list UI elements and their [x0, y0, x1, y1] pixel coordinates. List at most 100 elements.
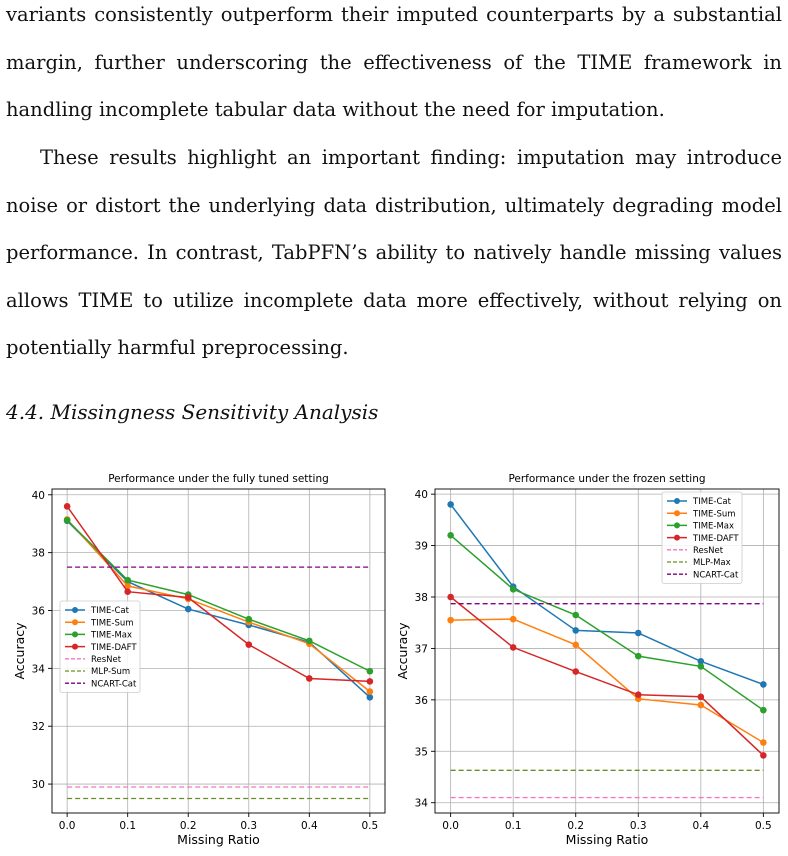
legend-label: TIME-Sum	[692, 509, 736, 519]
data-point-time-sum	[760, 739, 767, 746]
legend-label: ResNet	[693, 546, 724, 556]
data-point-time-daft	[124, 588, 131, 595]
series-line-time-sum	[450, 618, 764, 744]
legend-label: NCART-Cat	[91, 679, 137, 689]
series-line-time-max	[450, 534, 764, 711]
y-tick-label: 36	[415, 695, 429, 707]
data-point-time-sum	[572, 641, 580, 649]
data-point-time-sum	[697, 701, 705, 709]
x-tick-label: 0.0	[442, 820, 459, 832]
paragraph-findings: These results highlight an important fin…	[6, 146, 782, 359]
y-tick-label: 39	[415, 541, 428, 553]
data-point-time-sum	[124, 582, 131, 590]
chart-frozen: 0.0 0.1 0.2 0.3 0.4 0.5 34 35 36 37 38 39 40 Performa…	[394, 466, 788, 856]
data-point-time-daft	[760, 752, 767, 759]
legend-label: ResNet	[91, 655, 122, 665]
x-tick-label: 0.4	[301, 820, 318, 832]
x-tick-label: 0.5	[362, 820, 379, 832]
x-axis-label: Missing Ratio	[177, 832, 260, 847]
data-point-time-daft	[509, 644, 517, 651]
plot-frame	[51, 488, 386, 814]
legend: TIME-Cat TIME-Sum TIME-Max TIME-DAFT ResNet M…	[661, 491, 743, 584]
data-point-time-daft	[447, 593, 454, 601]
chart-svg: 0.0 0.1 0.2 0.3 0.4 0.5 34 35 36 37 38 39 40 Performa…	[395, 473, 780, 847]
data-point-time-cat	[184, 605, 192, 613]
series-line-time-sum	[66, 518, 371, 693]
legend-label: NCART-Cat	[693, 570, 739, 580]
legend-marker	[72, 643, 78, 650]
data-point-time-cat	[760, 681, 767, 688]
data-point-time-max	[366, 667, 374, 675]
legend-label: MLP-Max	[693, 558, 731, 568]
paragraph-continuation: variants consistently outperform their i…	[6, 3, 782, 121]
data-point-time-cat	[366, 693, 374, 701]
data-point-time-daft	[63, 503, 71, 510]
y-tick-label: 36	[32, 606, 46, 618]
data-point-time-daft	[306, 675, 313, 682]
y-tick-label: 34	[415, 798, 429, 810]
data-point-time-max	[572, 611, 580, 619]
data-point-time-max	[760, 706, 767, 714]
x-tick-label: 0.4	[692, 820, 709, 832]
section-title: Missingness Sensitivity Analysis	[50, 400, 379, 424]
legend-box	[661, 491, 743, 584]
legend-label: TIME-Max	[90, 631, 132, 641]
x-axis-label: Missing Ratio	[566, 832, 649, 847]
x-tick-label: 0.2	[180, 820, 197, 832]
legend-label: TIME-DAFT	[692, 534, 739, 544]
y-tick-label: 38	[32, 548, 45, 560]
data-point-time-sum	[447, 616, 454, 624]
legend-label: TIME-Cat	[692, 497, 732, 507]
legend-label: TIME-Sum	[90, 618, 134, 628]
legend-label: MLP-Sum	[91, 667, 130, 677]
section-number: 4.4.	[6, 400, 45, 424]
legend-label: TIME-DAFT	[90, 643, 137, 653]
section-heading: 4.4. Missingness Sensitivity Analysis	[6, 400, 378, 424]
data-point-time-daft	[572, 668, 580, 675]
x-tick-label: 0.5	[755, 820, 772, 832]
legend-marker	[72, 607, 78, 613]
data-point-time-max	[634, 652, 642, 660]
legend-marker	[674, 534, 680, 541]
x-tick-label: 0.3	[240, 820, 257, 832]
legend-marker	[674, 510, 680, 517]
series-line-time-cat	[450, 503, 764, 686]
y-tick-label: 40	[32, 490, 45, 502]
data-point-time-daft	[634, 691, 642, 699]
chart-title: Performance under the frozen setting	[508, 473, 705, 485]
legend-label: TIME-Max	[692, 522, 734, 532]
chart-fully-tuned: 0.0 0.1 0.2 0.3 0.4 0.5 30 32 34 36 38 40 Performanc…	[0, 466, 394, 856]
y-tick-label: 32	[32, 721, 45, 733]
y-tick-label: 40	[415, 489, 428, 501]
data-point-time-daft	[697, 693, 705, 701]
series-line-time-max	[66, 519, 371, 672]
x-tick-label: 0.3	[630, 820, 647, 832]
legend-marker	[674, 498, 680, 504]
data-point-time-max	[306, 637, 313, 645]
data-point-time-cat	[634, 629, 642, 637]
x-tick-label: 0.1	[505, 820, 522, 832]
y-axis-label: Accuracy	[395, 622, 410, 680]
data-point-time-max	[447, 531, 454, 539]
data-point-time-daft	[366, 678, 374, 685]
y-tick-label: 38	[415, 592, 428, 604]
data-point-time-max	[245, 615, 253, 623]
data-point-time-daft	[245, 641, 253, 648]
plot-frame	[434, 488, 780, 814]
data-point-time-cat	[447, 501, 454, 508]
x-tick-label: 0.1	[119, 820, 136, 832]
data-point-time-max	[509, 585, 517, 593]
data-point-time-sum	[366, 688, 374, 695]
legend-marker	[72, 619, 78, 626]
y-axis-label: Accuracy	[12, 622, 27, 680]
data-point-time-daft	[184, 594, 192, 601]
legend-marker	[72, 631, 78, 638]
series-line-time-daft	[450, 596, 764, 756]
legend-label: TIME-Cat	[90, 606, 130, 616]
data-point-time-sum	[509, 615, 517, 623]
chart-svg: 0.0 0.1 0.2 0.3 0.4 0.5 30 32 34 36 38 40 Performanc…	[12, 473, 386, 847]
chart-title: Performance under the fully tuned settin…	[108, 473, 329, 485]
y-tick-label: 30	[32, 779, 45, 791]
series-line-time-daft	[66, 505, 370, 683]
y-tick-label: 34	[32, 663, 46, 675]
